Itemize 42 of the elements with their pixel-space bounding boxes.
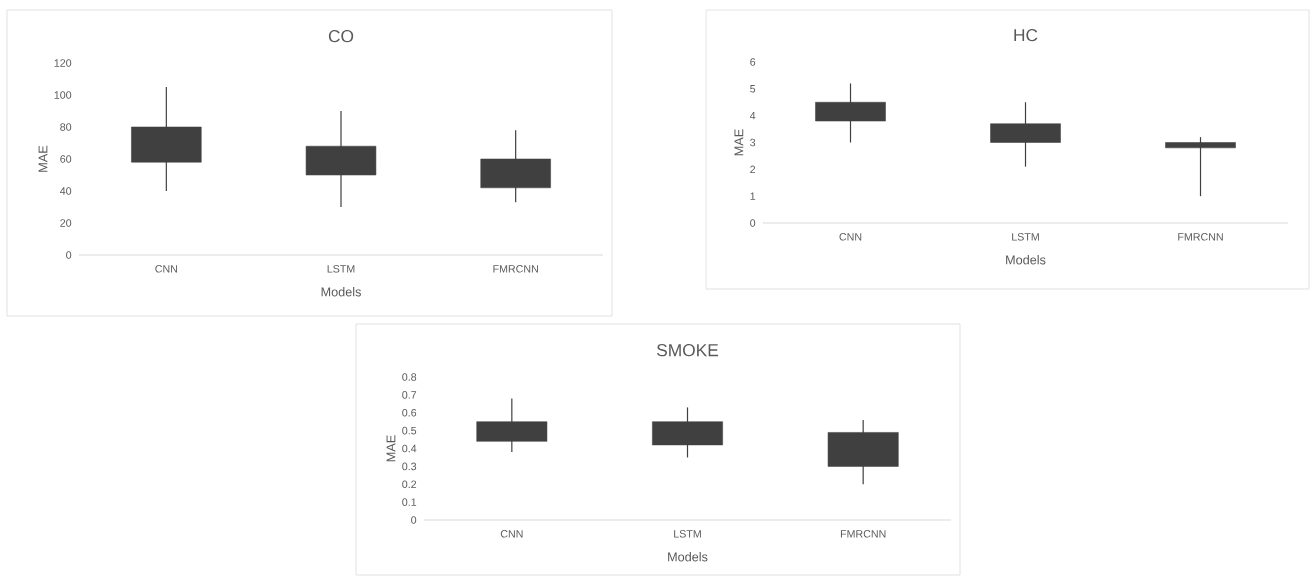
x-tick-label: FMRCNN <box>1178 233 1223 241</box>
x-axis-title: Models <box>1006 255 1046 265</box>
chart-title: HC <box>1014 29 1038 42</box>
y-tick-label: 100 <box>54 91 72 99</box>
x-tick-label: LSTM <box>674 530 701 538</box>
y-tick-label: 80 <box>60 123 72 131</box>
y-tick-label: 4 <box>749 112 756 120</box>
y-axis-title: MAE <box>386 435 396 462</box>
y-tick-label: 2 <box>750 165 756 174</box>
y-tick-label: 0 <box>411 516 417 524</box>
x-tick-label: CNN <box>500 530 523 538</box>
y-tick-label: 0.6 <box>402 408 417 417</box>
x-tick-label: FMRCNN <box>840 530 886 538</box>
y-axis-title: MAE <box>38 145 48 172</box>
x-tick-label: CNN <box>839 233 862 241</box>
y-tick-label: 60 <box>60 155 72 163</box>
y-tick-label: 3 <box>750 138 756 147</box>
chart-title: SMOKE <box>657 344 719 357</box>
y-tick-label: 6 <box>750 58 756 66</box>
y-tick-label: 0.7 <box>402 391 417 399</box>
x-tick-label: CNN <box>155 265 178 273</box>
x-axis-title: Models <box>321 287 361 297</box>
y-tick-label: 20 <box>60 219 72 227</box>
y-tick-label: 0.5 <box>402 426 417 435</box>
y-tick-label: 0.3 <box>402 462 417 471</box>
y-tick-label: 0 <box>750 219 756 227</box>
chart-title: CO <box>328 30 354 43</box>
x-tick-label: LSTM <box>1012 233 1039 241</box>
y-tick-label: 0.2 <box>402 480 417 489</box>
y-axis-title: MAE <box>734 129 744 156</box>
x-axis-title: Models <box>668 552 708 562</box>
y-tick-label: 5 <box>750 85 756 93</box>
y-tick-label: 120 <box>54 59 72 67</box>
y-tick-label: 0 <box>66 251 72 259</box>
x-tick-label: LSTM <box>327 265 355 273</box>
y-tick-label: 40 <box>60 187 72 195</box>
y-tick-label: 0.4 <box>402 444 417 453</box>
candlestick <box>1165 136 1236 197</box>
y-tick-label: 0.8 <box>402 373 417 381</box>
y-tick-label: 1 <box>750 192 756 200</box>
x-tick-label: FMRCNN <box>493 265 538 273</box>
y-tick-label: 0.1 <box>402 498 417 506</box>
